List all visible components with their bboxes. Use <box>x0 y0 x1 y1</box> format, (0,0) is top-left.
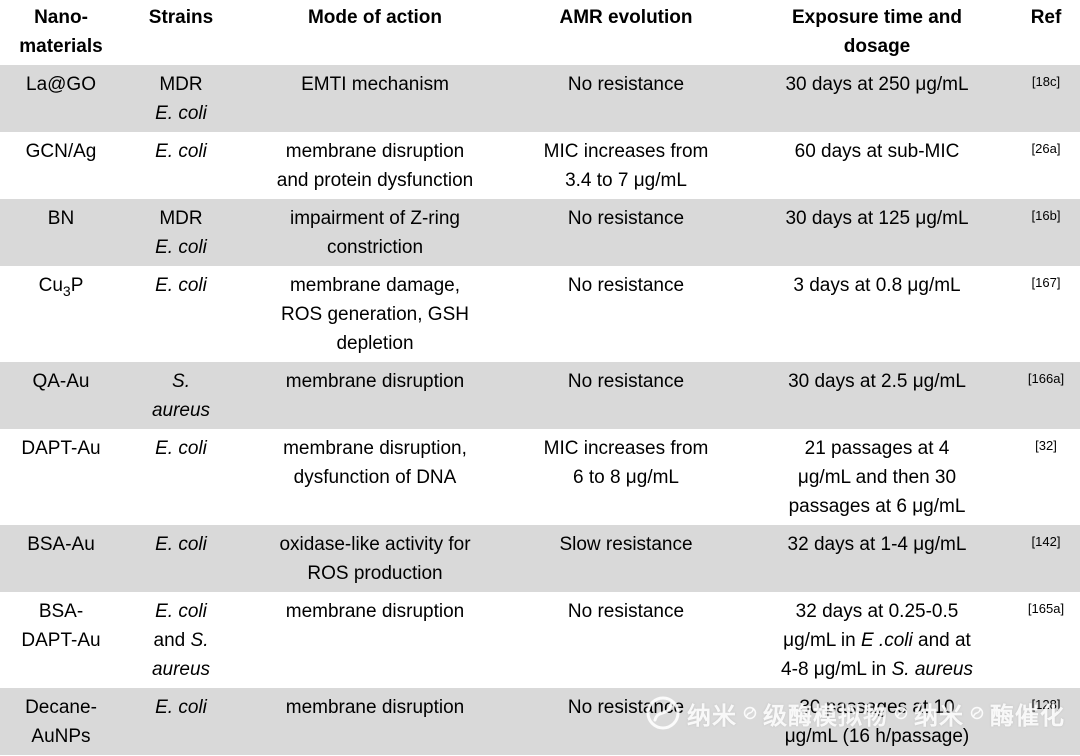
column-header-strains: Strains <box>122 0 240 65</box>
exposure-time-dosage-cell: 32 days at 0.25-0.5 μg/mL in E .coli and… <box>781 601 973 680</box>
watermark-logo-icon <box>646 696 680 730</box>
mode-of-action-cell: membrane disruption <box>285 371 465 392</box>
nanomaterials-cell: Cu3P <box>38 275 84 299</box>
watermark-text: 酶催化 <box>990 702 1065 730</box>
strains-cell: E. coli <box>155 275 207 296</box>
ref-cell: [26a] <box>1031 141 1061 156</box>
strains-cell: E. coli <box>155 438 207 459</box>
ref-cell: [18c] <box>1031 74 1061 89</box>
column-header-nanomaterials: Nano- materials <box>0 0 122 65</box>
nanomaterials-cell: BSA- DAPT-Au <box>21 601 101 651</box>
amr-evolution-cell: MIC increases from 6 to 8 μg/mL <box>543 438 709 488</box>
mode-of-action-cell: membrane damage, ROS generation, GSH dep… <box>281 275 469 354</box>
ref-cell: [166a] <box>1027 371 1065 386</box>
column-header-exposure-time-dosage: Exposure time and dosage <box>742 0 1012 65</box>
nanomaterials-cell: GCN/Ag <box>25 141 97 162</box>
mode-of-action-cell: membrane disruption <box>285 601 465 622</box>
table-header-row: Nano- materials Strains Mode of action A… <box>0 0 1080 65</box>
strains-cell: MDR E. coli <box>155 74 207 124</box>
nanomaterials-cell: La@GO <box>26 74 96 95</box>
amr-evolution-cell: No resistance <box>567 275 685 296</box>
exposure-time-dosage-cell: 60 days at sub-MIC <box>794 141 960 162</box>
exposure-time-dosage-cell: 30 days at 2.5 μg/mL <box>788 371 966 392</box>
amr-evolution-cell: No resistance <box>567 601 685 622</box>
table-row: QA-Au S. aureus membrane disruption No resi… <box>0 362 1080 429</box>
strains-cell: E. coli and S. aureus <box>151 601 211 680</box>
exposure-time-dosage-cell: 30 days at 125 μg/mL <box>785 208 969 229</box>
mode-of-action-cell: oxidase-like activity for ROS production <box>279 534 471 584</box>
strains-cell: E. coli <box>155 534 207 555</box>
exposure-time-dosage-cell: 21 passages at 4 μg/mL and then 30 passa… <box>788 438 966 517</box>
column-header-amr-evolution: AMR evolution <box>510 0 742 65</box>
nanomaterials-cell: Decane- AuNPs <box>25 697 97 747</box>
exposure-time-dosage-cell: 30 days at 250 μg/mL <box>785 74 969 95</box>
amr-evolution-cell: No resistance <box>567 208 685 229</box>
watermark-separator-icon <box>743 706 757 720</box>
ref-cell: [165a] <box>1027 601 1065 616</box>
nanomaterials-cell: BSA-Au <box>27 534 95 555</box>
ref-cell: [128] <box>1031 697 1061 712</box>
strains-cell: MDR E. coli <box>155 208 207 258</box>
table-row: Cu3P E. coli membrane damage, ROS generati… <box>0 266 1080 362</box>
amr-evolution-cell: Slow resistance <box>559 534 693 555</box>
nanomaterials-cell: QA-Au <box>32 371 90 392</box>
table-row: La@GO MDR E. coli EMTI mechanism No resista… <box>0 65 1080 132</box>
table-body: La@GO MDR E. coli EMTI mechanism No resista… <box>0 65 1080 755</box>
mode-of-action-cell: EMTI mechanism <box>301 74 449 95</box>
ref-cell: [32] <box>1035 438 1057 453</box>
mode-of-action-cell: membrane disruption, dysfunction of DNA <box>283 438 467 488</box>
table-head: Nano- materials Strains Mode of action A… <box>0 0 1080 65</box>
mode-of-action-cell: impairment of Z-ring constriction <box>290 208 460 258</box>
table-row: BSA- DAPT-Au E. coli and S. aureus membran… <box>0 592 1080 688</box>
nanomaterials-cell: DAPT-Au <box>21 438 101 459</box>
mode-of-action-cell: membrane disruption and protein dysfunct… <box>276 141 474 191</box>
mode-of-action-cell: membrane disruption <box>285 697 465 718</box>
strains-cell: E. coli <box>155 697 207 718</box>
amr-evolution-cell: MIC increases from 3.4 to 7 μg/mL <box>543 141 709 191</box>
strains-cell: S. aureus <box>151 371 211 421</box>
ref-cell: [142] <box>1031 534 1061 549</box>
table-row: BN MDR E. coli impairment of Z-ring constr… <box>0 199 1080 266</box>
strains-cell: E. coli <box>155 141 207 162</box>
column-header-mode-of-action: Mode of action <box>240 0 510 65</box>
table-row: Decane- AuNPs E. coli membrane disruption N… <box>0 688 1080 755</box>
watermark-separator-icon <box>970 706 984 720</box>
table-row: DAPT-Au E. coli membrane disruption, dysfu… <box>0 429 1080 525</box>
ref-cell: [167] <box>1031 275 1061 290</box>
watermark: 纳米 级酶模拟物 纳米 酶催化 <box>645 695 1065 731</box>
amr-evolution-cell: No resistance <box>567 74 685 95</box>
nanomaterials-cell: BN <box>47 208 75 229</box>
watermark-text: 纳米 <box>914 702 964 730</box>
ref-cell: [16b] <box>1031 208 1061 223</box>
amr-evolution-cell: No resistance <box>567 371 685 392</box>
exposure-time-dosage-cell: 3 days at 0.8 μg/mL <box>793 275 961 296</box>
watermark-text: 纳米 <box>687 702 737 730</box>
watermark-separator-icon <box>894 706 908 720</box>
table-row: GCN/Ag E. coli membrane disruption and pro… <box>0 132 1080 199</box>
watermark-text: 级酶模拟物 <box>763 702 888 730</box>
table-row: BSA-Au E. coli oxidase-like activity for R… <box>0 525 1080 592</box>
column-header-ref: Ref <box>1012 0 1080 65</box>
exposure-time-dosage-cell: 32 days at 1-4 μg/mL <box>787 534 967 555</box>
exposure-time-dosage-cell: 30 passages at 10 μg/mL (16 h/passage) <box>784 697 970 747</box>
